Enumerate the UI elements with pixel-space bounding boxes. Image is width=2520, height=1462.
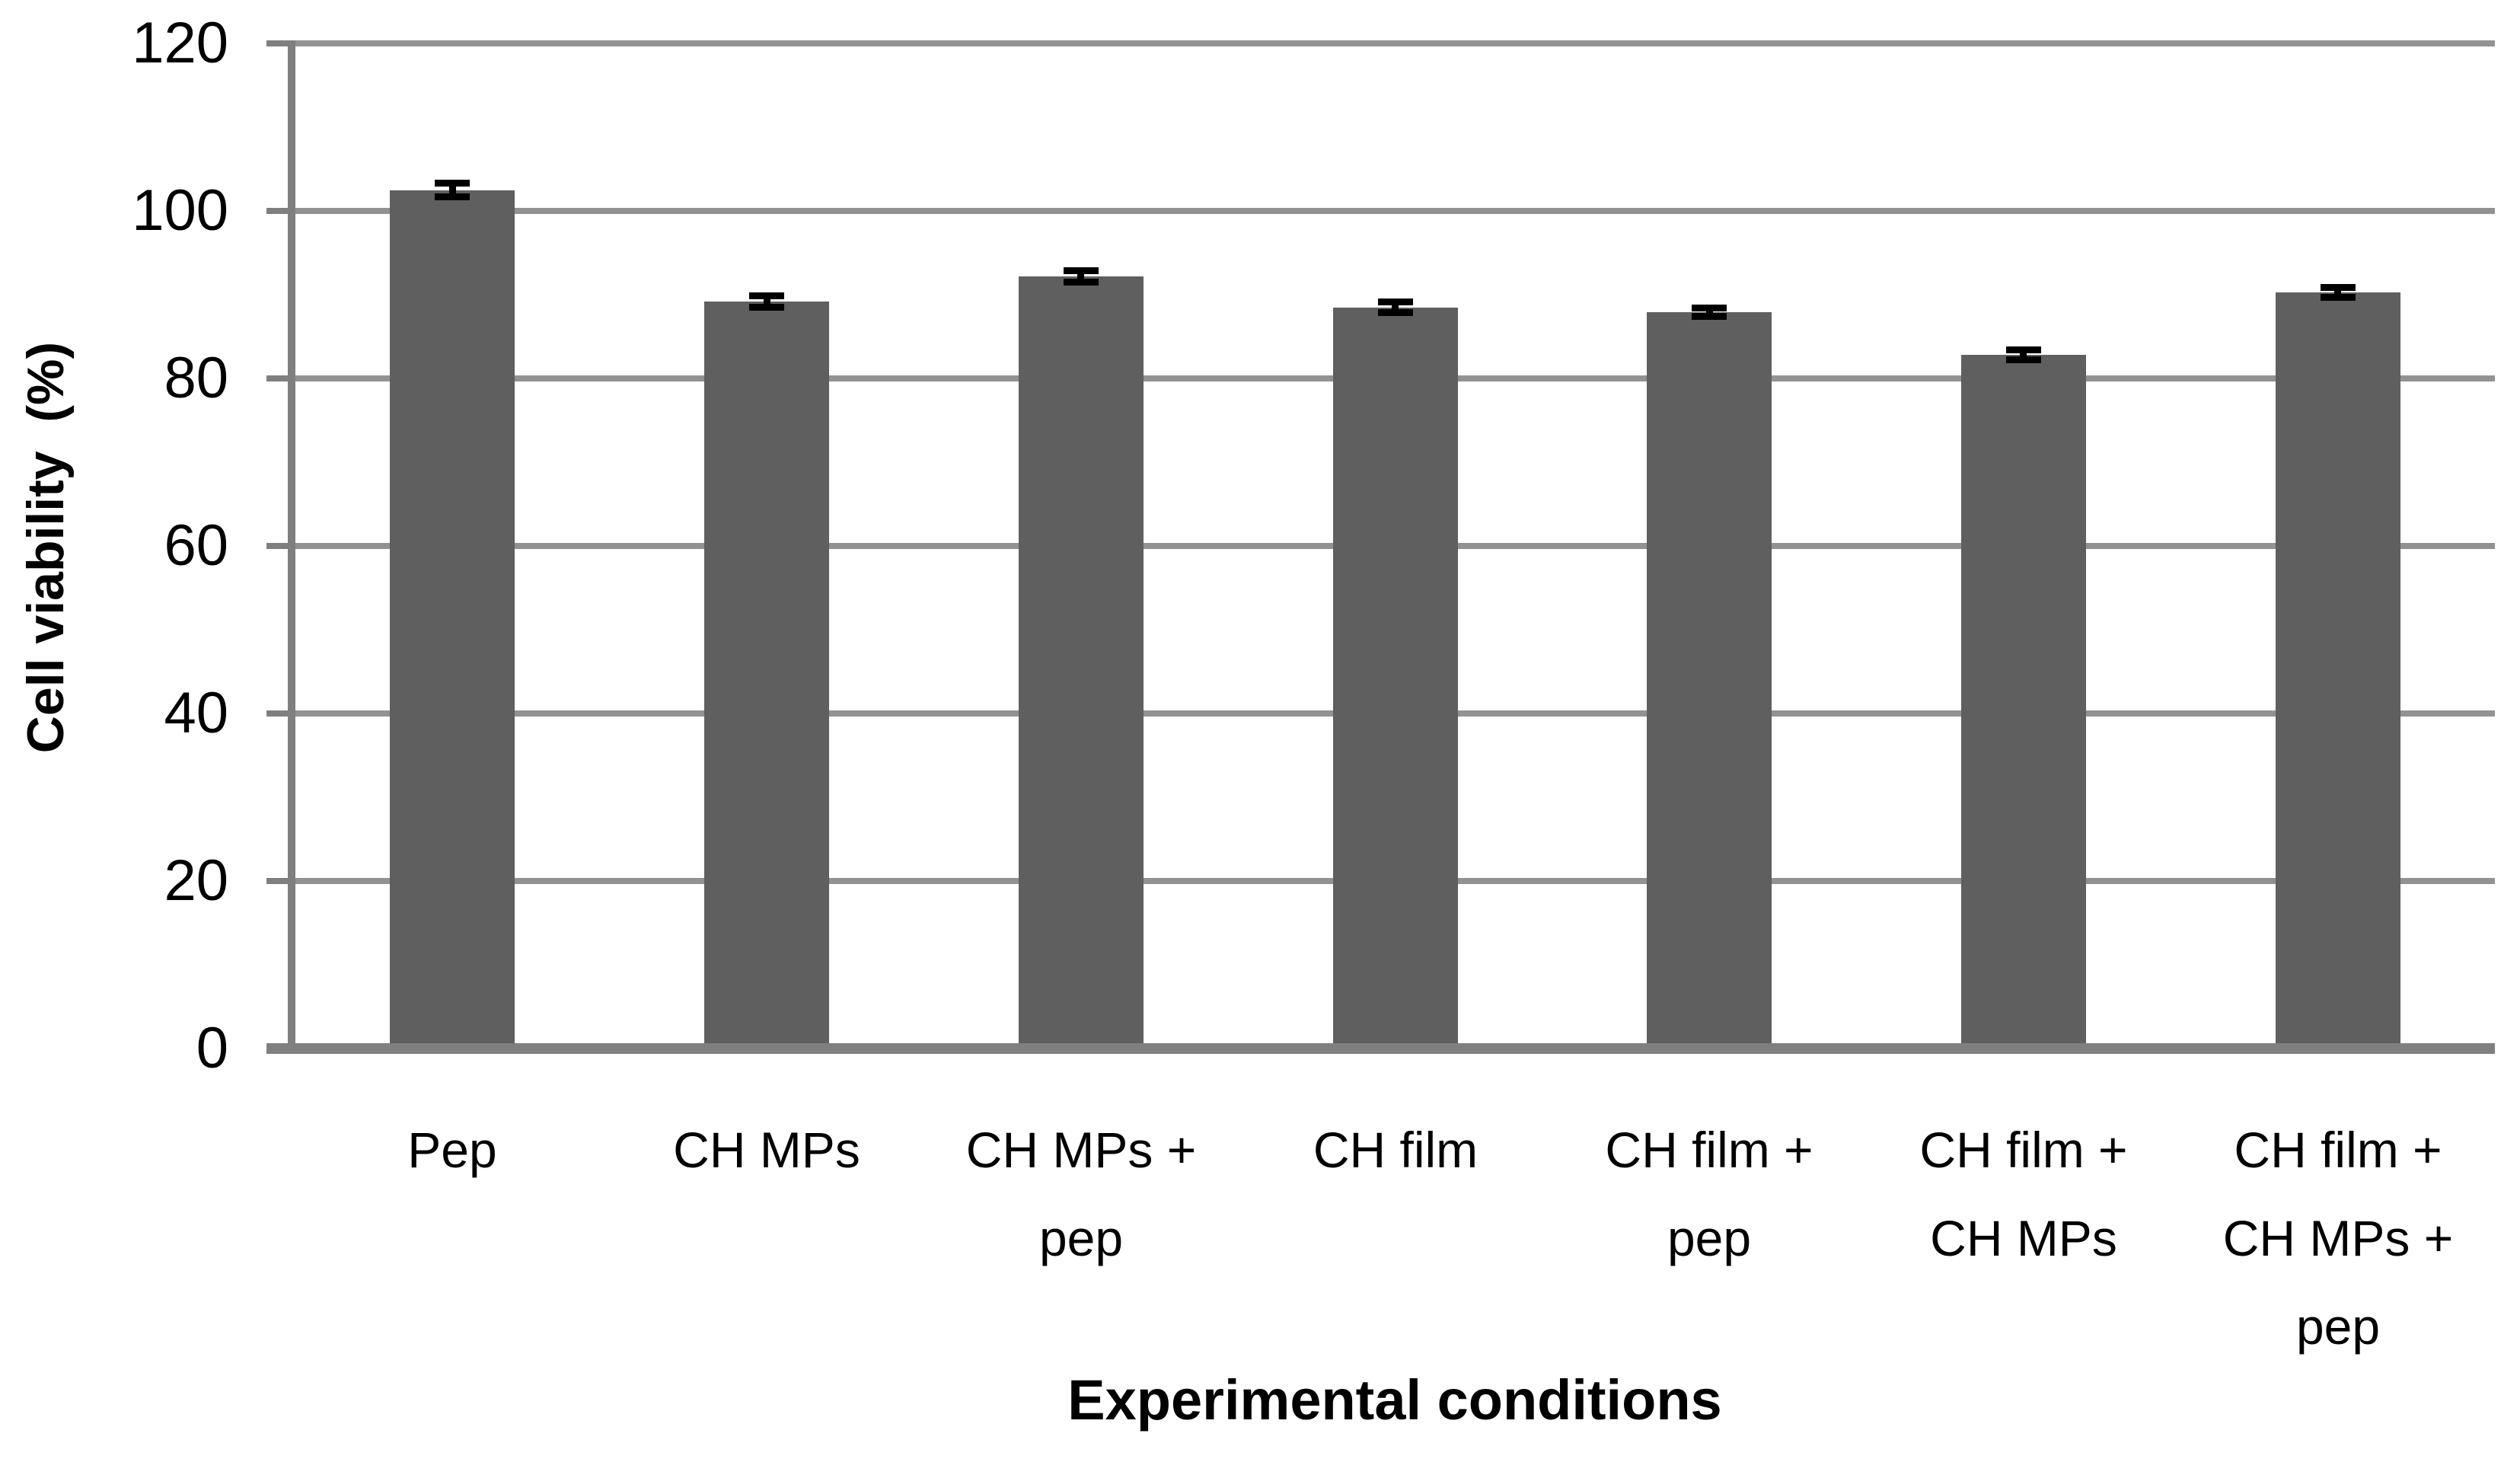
y-axis-tick-label: 20 xyxy=(164,848,228,913)
error-bar-cap-top xyxy=(1378,298,1413,305)
error-bar-cap-top xyxy=(435,180,470,187)
error-bar-cap-top xyxy=(2006,346,2041,353)
bar xyxy=(704,302,829,1049)
x-axis-category-label: CH MPs xyxy=(673,1122,860,1178)
y-axis-tick-label: 100 xyxy=(132,178,228,243)
y-axis-tick-label: 80 xyxy=(164,346,228,410)
gridline xyxy=(295,208,2495,214)
y-axis-tick xyxy=(266,40,295,46)
bar xyxy=(1647,312,1772,1049)
y-axis-tick xyxy=(266,710,295,717)
error-bar-cap-bottom xyxy=(1692,313,1727,320)
bar xyxy=(390,190,515,1049)
x-axis-category-label: Pep xyxy=(407,1122,497,1178)
error-bar-whisker xyxy=(1077,270,1084,282)
error-bar-cap-bottom xyxy=(2006,356,2041,363)
x-axis-category-label: CH film + CH MPs xyxy=(1919,1122,2128,1266)
x-axis-category-label: CH MPs + pep xyxy=(965,1122,1197,1266)
y-axis-tick-label: 120 xyxy=(132,11,228,75)
y-axis-tick xyxy=(266,878,295,884)
y-axis-tick-label: 60 xyxy=(164,513,228,578)
error-bar-cap-top xyxy=(749,292,784,299)
y-axis-tick xyxy=(266,543,295,549)
error-bar-whisker xyxy=(2020,350,2027,360)
x-axis-category-label: CH film + pep xyxy=(1605,1122,1813,1266)
y-axis-tick xyxy=(266,208,295,214)
bar xyxy=(1019,276,1144,1049)
error-bar-whisker xyxy=(1706,308,1713,317)
y-axis-tick xyxy=(266,375,295,381)
x-axis-line xyxy=(266,1043,2495,1054)
x-axis-category-label: CH film + CH MPs + pep xyxy=(2222,1122,2454,1355)
error-bar-cap-bottom xyxy=(1378,309,1413,316)
error-bar-cap-bottom xyxy=(749,304,784,311)
error-bar-cap-bottom xyxy=(2321,294,2356,301)
x-axis-title: Experimental conditions xyxy=(1067,1368,1722,1432)
error-bar-whisker xyxy=(1392,302,1399,312)
y-axis-line xyxy=(288,40,295,1052)
y-axis-tick-label: 0 xyxy=(196,1016,228,1081)
error-bar-cap-top xyxy=(1064,267,1099,274)
error-bar-cap-top xyxy=(2321,284,2356,291)
error-bar-whisker xyxy=(764,295,770,307)
error-bar-cap-top xyxy=(1692,305,1727,311)
error-bar-cap-bottom xyxy=(1064,279,1099,286)
x-axis-category-label: CH film xyxy=(1313,1122,1479,1178)
bar xyxy=(1961,355,2086,1049)
error-bar-whisker xyxy=(2334,287,2341,297)
error-bar-whisker xyxy=(449,184,456,197)
error-bar-cap-bottom xyxy=(435,193,470,200)
y-axis-tick-label: 40 xyxy=(164,681,228,745)
gridline xyxy=(295,40,2495,46)
bar xyxy=(2276,292,2400,1049)
bar xyxy=(1333,308,1458,1049)
